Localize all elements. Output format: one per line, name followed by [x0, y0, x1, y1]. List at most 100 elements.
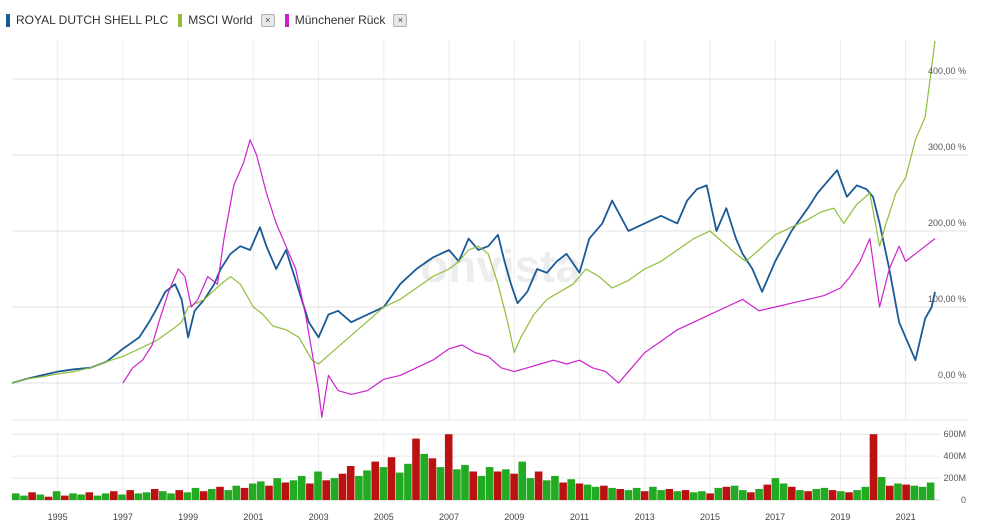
- volume-bar: [142, 492, 151, 500]
- volume-bar: [714, 487, 723, 500]
- volume-tick-label: 600M: [943, 429, 966, 439]
- volume-bar: [477, 475, 486, 500]
- volume-bar: [632, 487, 641, 500]
- volume-bar: [273, 478, 281, 500]
- volume-bar: [248, 483, 257, 500]
- volume-bar: [542, 480, 551, 500]
- chart-legend: ROYAL DUTCH SHELL PLC MSCI World × Münch…: [6, 10, 417, 30]
- volume-bar: [755, 489, 763, 500]
- volume-bar: [690, 492, 698, 500]
- volume-bar: [804, 491, 812, 500]
- volume-bar: [199, 491, 208, 500]
- volume-bar: [575, 483, 584, 500]
- volume-bar: [886, 485, 894, 500]
- legend-item-muenchener-rueck[interactable]: Münchener Rück ×: [284, 13, 408, 27]
- remove-series-icon[interactable]: ×: [393, 13, 408, 27]
- x-tick-label: 2017: [765, 512, 785, 522]
- volume-tick-label: 400M: [943, 451, 966, 461]
- volume-bar: [387, 457, 396, 500]
- y-tick-label: 300,00 %: [928, 142, 966, 152]
- volume-tick-label: 0: [961, 495, 966, 505]
- volume-bar: [240, 487, 249, 500]
- volume-bar: [567, 479, 575, 500]
- volume-bar: [461, 464, 469, 500]
- volume-bar: [918, 486, 927, 500]
- main-grid: [12, 40, 968, 421]
- volume-bar: [559, 482, 567, 500]
- x-tick-label: 2013: [635, 512, 655, 522]
- volume-bar: [314, 471, 322, 500]
- volume-bar: [624, 490, 633, 500]
- volume-bar: [894, 483, 902, 500]
- volume-bar: [657, 490, 665, 500]
- volume-bar: [69, 493, 77, 500]
- volume-axis-labels: 0 200M 400M 600M: [943, 429, 966, 505]
- volume-bar: [502, 469, 510, 500]
- volume-bar: [52, 491, 61, 500]
- x-tick-label: 2019: [830, 512, 850, 522]
- volume-bar: [485, 467, 494, 500]
- volume-bar: [681, 490, 690, 500]
- volume-bar: [208, 489, 216, 500]
- volume-bar: [837, 491, 845, 500]
- volume-bar: [812, 489, 821, 500]
- volume-bar: [61, 495, 69, 500]
- x-tick-label: 1995: [48, 512, 68, 522]
- volume-bar: [412, 438, 420, 500]
- volume-bar: [673, 491, 682, 500]
- volume-bar: [12, 493, 20, 500]
- volume-bar: [779, 483, 788, 500]
- volume-bar: [77, 494, 85, 500]
- x-tick-label: 2009: [504, 512, 524, 522]
- legend-swatch: [178, 13, 183, 27]
- volume-bar: [608, 487, 616, 500]
- volume-bar: [706, 493, 714, 500]
- volume-bar: [788, 486, 796, 500]
- volume-bar: [110, 491, 118, 500]
- volume-bar: [330, 478, 339, 500]
- volume-bar: [257, 481, 265, 500]
- volume-bar: [722, 486, 731, 500]
- remove-series-icon[interactable]: ×: [260, 13, 275, 27]
- x-tick-label: 2007: [439, 512, 459, 522]
- volume-bar: [649, 486, 657, 500]
- volume-bar: [771, 478, 780, 500]
- volume-bar: [183, 492, 192, 500]
- x-tick-label: 2021: [896, 512, 916, 522]
- volume-bar: [526, 478, 535, 500]
- y-tick-label: 100,00 %: [928, 294, 966, 304]
- volume-bar: [763, 484, 772, 500]
- legend-swatch: [6, 13, 10, 27]
- volume-bar: [175, 490, 183, 500]
- volume-bar: [453, 469, 461, 500]
- volume-bar: [730, 485, 739, 500]
- x-axis-labels: 1995 1997 1999 2001 2003 2005 2007 2009 2011 2013…: [48, 512, 916, 522]
- volume-bar: [444, 434, 453, 500]
- x-tick-label: 1997: [113, 512, 133, 522]
- volume-bar: [510, 473, 518, 500]
- volume-bar: [232, 485, 241, 500]
- volume-bar: [436, 467, 445, 500]
- volume-bar: [167, 493, 175, 500]
- volume-bar: [159, 491, 167, 500]
- volume-bar: [395, 472, 404, 500]
- volume-bar: [363, 470, 371, 500]
- volume-bar: [493, 471, 502, 500]
- volume-bar: [36, 494, 45, 500]
- y-tick-label: 200,00 %: [928, 218, 966, 228]
- volume-bar: [902, 484, 910, 500]
- volume-bar: [150, 489, 159, 500]
- volume-bar: [404, 463, 412, 500]
- volume-bar: [44, 496, 53, 500]
- series-layer: [11, 40, 936, 418]
- volume-bar: [101, 493, 110, 500]
- volume-bar: [85, 492, 94, 500]
- volume-bar: [845, 492, 853, 500]
- legend-item-msci-world[interactable]: MSCI World ×: [178, 13, 275, 27]
- volume-bar: [355, 475, 363, 500]
- volume-bar: [853, 490, 861, 500]
- legend-item-royal-dutch-shell[interactable]: ROYAL DUTCH SHELL PLC: [6, 13, 168, 27]
- series-line-1: [11, 40, 936, 384]
- volume-bar: [281, 482, 290, 500]
